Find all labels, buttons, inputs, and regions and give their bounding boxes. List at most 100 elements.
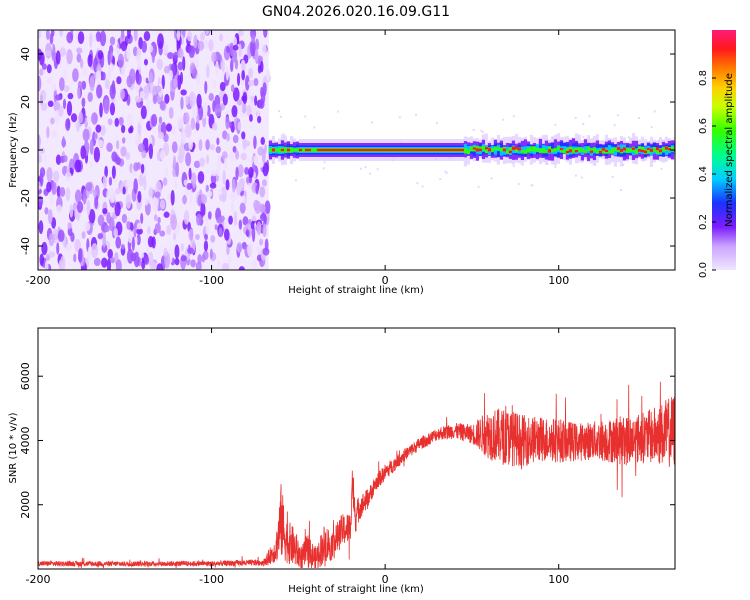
- heatmap-cell: [211, 51, 217, 63]
- spectrogram-xtick-label: -200: [26, 274, 51, 287]
- heatmap-cell: [478, 146, 483, 150]
- heatmap-cell: [235, 150, 240, 160]
- heatmap-cell: [189, 92, 194, 101]
- heatmap-cell: [230, 191, 237, 201]
- heatmap-cell: [115, 188, 121, 195]
- heatmap-cell: [209, 144, 215, 151]
- heatmap-cell: [511, 146, 516, 150]
- heatmap-cell: [259, 186, 266, 198]
- heatmap-cell: [583, 146, 588, 152]
- heatmap-cell: [174, 258, 180, 266]
- heatmap-cell: [55, 154, 62, 165]
- heatmap-cell: [562, 149, 567, 154]
- heatmap-cell: [55, 50, 61, 65]
- colorbar-tick-label: 0.0: [698, 262, 709, 278]
- heatmap-cell: [460, 148, 465, 152]
- heatmap-cell: [598, 150, 603, 153]
- heatmap-cell: [248, 67, 254, 79]
- snr-xtick-label: 0: [382, 573, 389, 586]
- heatmap-cell: [175, 161, 180, 178]
- heatmap-cell: [206, 190, 213, 198]
- heatmap-cell: [200, 31, 205, 41]
- snr-panel: -200 -100 0 100 2000 4000 6000 Height of strai…: [8, 327, 676, 595]
- heatmap-cell: [619, 148, 624, 152]
- heatmap-cell: [205, 184, 209, 193]
- heatmap-cell: [172, 77, 178, 89]
- heatmap-cell: [158, 116, 163, 124]
- spectrogram-ytick-label: -40: [19, 237, 32, 255]
- heatmap-cell: [76, 53, 82, 63]
- heatmap-cell: [544, 145, 549, 152]
- heatmap-cell: [46, 181, 52, 193]
- heatmap-cell: [466, 149, 471, 155]
- heatmap-cell: [445, 148, 450, 152]
- heatmap-cell: [277, 147, 282, 153]
- heatmap-cell: [67, 222, 72, 230]
- heatmap-cell: [38, 75, 42, 92]
- heatmap-cell: [70, 232, 75, 243]
- heatmap-cell: [412, 148, 417, 152]
- heatmap-cell: [530, 184, 533, 187]
- heatmap-cell: [245, 75, 250, 91]
- heatmap-cell: [115, 259, 122, 270]
- heatmap-cell: [232, 44, 239, 51]
- heatmap-cell: [502, 148, 507, 155]
- heatmap-cell: [96, 84, 103, 99]
- heatmap-cell: [328, 148, 333, 152]
- heatmap-cell: [197, 194, 203, 207]
- heatmap-cell: [66, 164, 70, 178]
- heatmap-cell: [214, 224, 218, 231]
- heatmap-cell: [195, 54, 200, 69]
- heatmap-cell: [568, 146, 573, 153]
- heatmap-cell: [239, 202, 246, 214]
- heatmap-cell: [106, 142, 113, 153]
- heatmap-cell: [104, 225, 111, 232]
- heatmap-cell: [241, 69, 246, 81]
- heatmap-cell: [156, 151, 161, 161]
- heatmap-cell: [38, 30, 42, 39]
- heatmap-cell: [398, 116, 401, 119]
- heatmap-cell: [153, 214, 158, 222]
- heatmap-cell: [532, 146, 537, 152]
- heatmap-cell: [368, 172, 371, 175]
- heatmap-cell: [234, 58, 239, 70]
- heatmap-cell: [41, 241, 48, 256]
- heatmap-cell: [216, 137, 220, 146]
- heatmap-cell: [409, 148, 414, 152]
- heatmap-cell: [475, 145, 480, 151]
- heatmap-cell: [271, 148, 276, 152]
- heatmap-cell: [82, 128, 90, 142]
- heatmap-cell: [298, 148, 303, 152]
- heatmap-cell: [262, 162, 269, 177]
- heatmap-cell: [512, 165, 515, 168]
- heatmap-cell: [595, 149, 600, 154]
- heatmap-cell: [241, 131, 246, 140]
- heatmap-cell: [134, 95, 142, 103]
- heatmap-cell: [151, 197, 159, 213]
- heatmap-cell: [59, 187, 66, 198]
- heatmap-cell: [93, 257, 101, 267]
- heatmap-cell: [655, 147, 660, 151]
- heatmap-cell: [520, 146, 525, 152]
- heatmap-cell: [66, 48, 73, 65]
- heatmap-cell: [220, 59, 225, 72]
- heatmap-cell: [415, 113, 418, 116]
- heatmap-cell: [316, 148, 321, 152]
- heatmap-cell: [640, 149, 645, 153]
- heatmap-cell: [209, 182, 217, 189]
- heatmap-cell: [109, 36, 116, 46]
- heatmap-cell: [159, 199, 166, 210]
- heatmap-cell: [496, 147, 501, 151]
- heatmap-cell: [250, 221, 255, 230]
- heatmap-cell: [343, 148, 348, 152]
- heatmap-cell: [74, 159, 82, 173]
- heatmap-cell: [99, 124, 106, 136]
- heatmap-cell: [323, 161, 326, 164]
- heatmap-cell: [219, 81, 226, 92]
- heatmap-cell: [163, 247, 168, 257]
- heatmap-cell: [667, 148, 672, 151]
- heatmap-cell: [196, 213, 202, 226]
- heatmap-cell: [574, 150, 579, 153]
- heatmap-cell: [385, 148, 390, 152]
- heatmap-cell: [541, 147, 546, 154]
